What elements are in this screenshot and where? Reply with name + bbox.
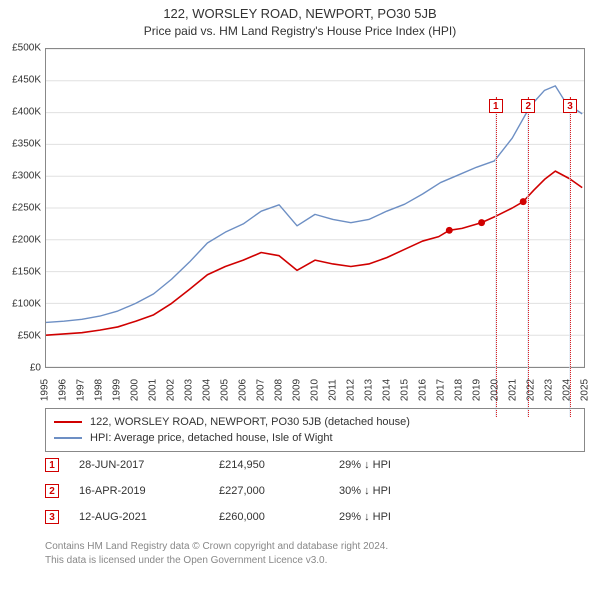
sales-date: 16-APR-2019 [79, 485, 219, 497]
y-tick-label: £200K [0, 235, 41, 246]
sales-delta: 29% ↓ HPI [339, 459, 479, 471]
x-tick-label: 2013 [364, 379, 375, 401]
x-tick-label: 1997 [76, 379, 87, 401]
y-tick-label: £50K [0, 331, 41, 342]
sales-marker-1: 1 [45, 458, 59, 472]
chart-plot-area: 123 [45, 48, 585, 368]
sales-marker-2: 2 [45, 484, 59, 498]
x-tick-label: 2021 [508, 379, 519, 401]
sales-date: 12-AUG-2021 [79, 511, 219, 523]
legend-label-property: 122, WORSLEY ROAD, NEWPORT, PO30 5JB (de… [90, 416, 410, 428]
attribution-line2: This data is licensed under the Open Gov… [45, 554, 585, 568]
sales-delta: 29% ↓ HPI [339, 511, 479, 523]
legend: 122, WORSLEY ROAD, NEWPORT, PO30 5JB (de… [45, 408, 585, 452]
x-tick-label: 2002 [166, 379, 177, 401]
y-tick-label: £250K [0, 203, 41, 214]
x-tick-label: 2017 [436, 379, 447, 401]
x-tick-label: 2008 [274, 379, 285, 401]
sales-row: 1 28-JUN-2017 £214,950 29% ↓ HPI [45, 452, 585, 478]
legend-row-hpi: HPI: Average price, detached house, Isle… [54, 430, 576, 446]
legend-swatch-hpi [54, 437, 82, 439]
chart-title-sub: Price paid vs. HM Land Registry's House … [0, 24, 600, 38]
y-axis-labels: £0£50K£100K£150K£200K£250K£300K£350K£400… [0, 48, 43, 368]
sales-date: 28-JUN-2017 [79, 459, 219, 471]
x-axis-labels: 1995199619971998199920002001200220032004… [45, 368, 585, 408]
sales-price: £214,950 [219, 459, 339, 471]
legend-row-property: 122, WORSLEY ROAD, NEWPORT, PO30 5JB (de… [54, 414, 576, 430]
x-tick-label: 1999 [112, 379, 123, 401]
sales-row: 2 16-APR-2019 £227,000 30% ↓ HPI [45, 478, 585, 504]
x-tick-label: 2009 [292, 379, 303, 401]
y-tick-label: £150K [0, 267, 41, 278]
legend-swatch-property [54, 421, 82, 423]
x-tick-label: 2019 [472, 379, 483, 401]
x-tick-label: 2007 [256, 379, 267, 401]
y-tick-label: £500K [0, 43, 41, 54]
x-tick-label: 2023 [544, 379, 555, 401]
y-tick-label: £100K [0, 299, 41, 310]
x-tick-label: 2020 [490, 379, 501, 401]
x-tick-label: 2012 [346, 379, 357, 401]
x-tick-label: 2003 [184, 379, 195, 401]
x-tick-label: 2016 [418, 379, 429, 401]
sales-marker-3: 3 [45, 510, 59, 524]
x-tick-label: 2006 [238, 379, 249, 401]
x-tick-label: 2025 [580, 379, 591, 401]
x-tick-label: 2022 [526, 379, 537, 401]
legend-label-hpi: HPI: Average price, detached house, Isle… [90, 432, 333, 444]
x-tick-label: 2004 [202, 379, 213, 401]
x-tick-label: 2018 [454, 379, 465, 401]
chart-title-main: 122, WORSLEY ROAD, NEWPORT, PO30 5JB [0, 6, 600, 21]
x-tick-label: 2024 [562, 379, 573, 401]
sales-price: £260,000 [219, 511, 339, 523]
x-tick-label: 1995 [40, 379, 51, 401]
x-tick-label: 2015 [400, 379, 411, 401]
y-tick-label: £300K [0, 171, 41, 182]
x-tick-label: 2014 [382, 379, 393, 401]
y-tick-label: £0 [0, 363, 41, 374]
x-tick-label: 1998 [94, 379, 105, 401]
chart-svg [46, 49, 584, 367]
y-tick-label: £400K [0, 107, 41, 118]
sales-row: 3 12-AUG-2021 £260,000 29% ↓ HPI [45, 504, 585, 530]
x-tick-label: 2005 [220, 379, 231, 401]
x-tick-label: 2001 [148, 379, 159, 401]
sales-table: 1 28-JUN-2017 £214,950 29% ↓ HPI 2 16-AP… [45, 452, 585, 530]
y-tick-label: £450K [0, 75, 41, 86]
sales-delta: 30% ↓ HPI [339, 485, 479, 497]
y-tick-label: £350K [0, 139, 41, 150]
x-tick-label: 2010 [310, 379, 321, 401]
x-tick-label: 2011 [328, 379, 339, 401]
attribution-line1: Contains HM Land Registry data © Crown c… [45, 540, 585, 554]
attribution: Contains HM Land Registry data © Crown c… [45, 540, 585, 567]
x-tick-label: 1996 [58, 379, 69, 401]
x-tick-label: 2000 [130, 379, 141, 401]
sales-price: £227,000 [219, 485, 339, 497]
